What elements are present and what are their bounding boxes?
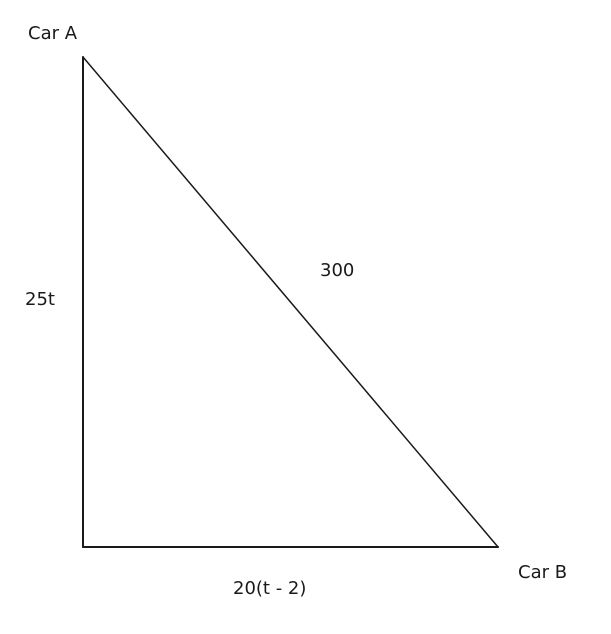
- vertical-side-label: 25t: [25, 289, 55, 310]
- car-a-label: Car A: [28, 23, 78, 44]
- car-b-label: Car B: [518, 562, 567, 583]
- hypotenuse-side: [82, 56, 499, 548]
- hypotenuse-label: 300: [320, 260, 354, 281]
- horizontal-side-label: 20(t - 2): [233, 578, 306, 599]
